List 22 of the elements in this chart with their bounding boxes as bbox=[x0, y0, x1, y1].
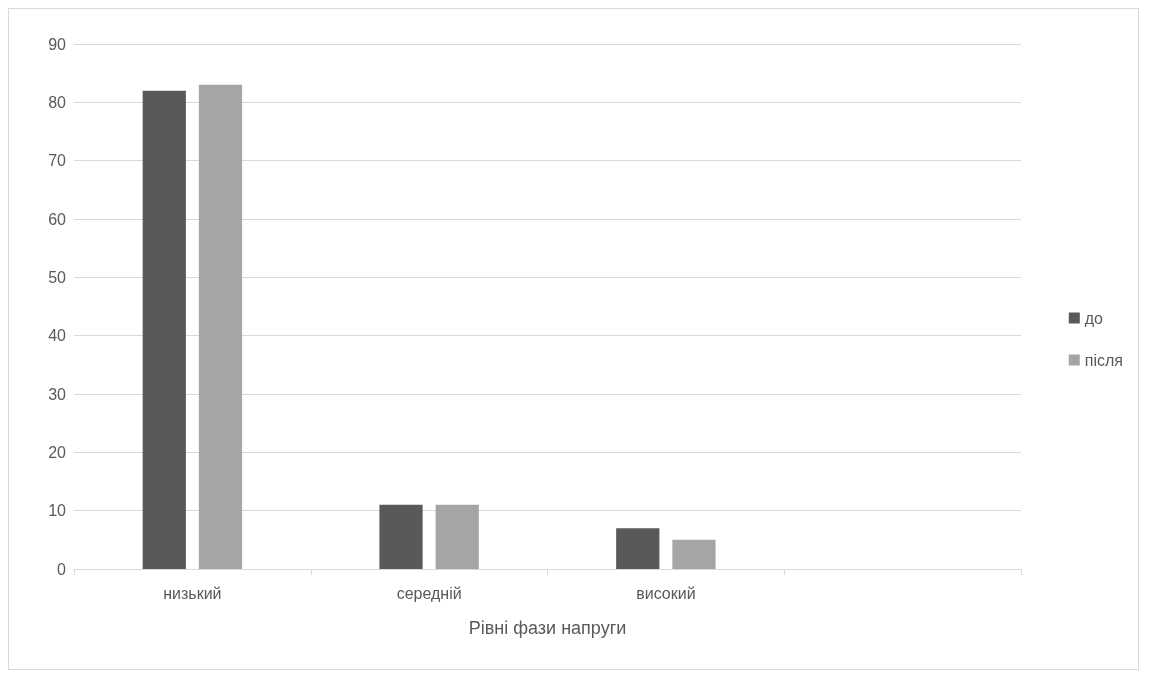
y-tick-label: 20 bbox=[48, 443, 67, 461]
bar bbox=[616, 528, 660, 569]
y-tick-label: 60 bbox=[48, 210, 67, 228]
bar bbox=[198, 84, 243, 569]
y-tick-label: 90 bbox=[48, 35, 67, 53]
legend-label: після bbox=[1084, 351, 1123, 369]
y-tick-label: 0 bbox=[57, 560, 67, 578]
y-tick-label: 70 bbox=[48, 152, 67, 170]
y-tick-label: 40 bbox=[48, 327, 67, 345]
bar bbox=[672, 539, 716, 569]
legend-label: до bbox=[1084, 309, 1104, 327]
bar bbox=[142, 90, 186, 569]
x-tick-label: низький bbox=[163, 584, 222, 602]
bar bbox=[435, 504, 479, 569]
x-tick-label: середній bbox=[396, 584, 462, 602]
x-axis-title: Рівні фази напруги bbox=[468, 618, 627, 638]
y-tick-label: 10 bbox=[48, 502, 67, 520]
bar bbox=[379, 504, 423, 569]
y-tick-label: 50 bbox=[48, 268, 67, 286]
y-tick-label: 80 bbox=[48, 93, 67, 111]
x-tick-label: високий bbox=[636, 584, 696, 602]
y-tick-label: 30 bbox=[48, 385, 67, 403]
